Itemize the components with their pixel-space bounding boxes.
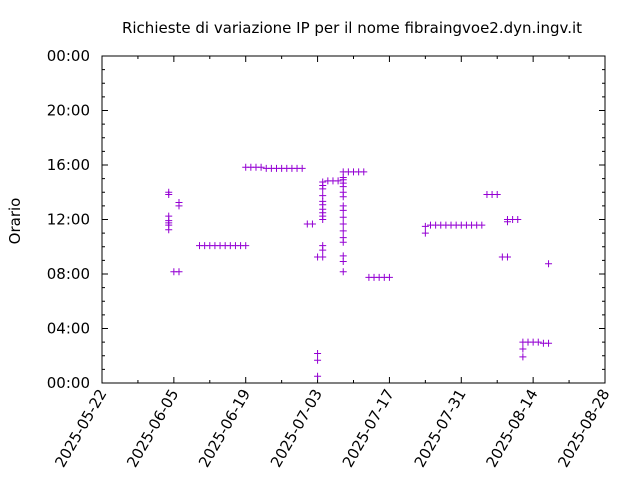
data-point (478, 221, 486, 229)
data-point (385, 273, 393, 281)
y-tick-label: 16:00 (47, 156, 90, 174)
data-point (519, 353, 527, 361)
data-point (175, 268, 183, 276)
data-point (421, 229, 429, 237)
data-point (314, 356, 322, 364)
data-point (503, 253, 511, 261)
data-point (242, 242, 250, 250)
data-point (298, 164, 306, 172)
data-point (534, 338, 542, 346)
data-point (339, 227, 347, 235)
y-axis: 00:00 04:00 08:00 12:00 16:00 20:00 00:00 (47, 47, 605, 392)
chart-title: Richieste di variazione IP per il nome f… (122, 19, 582, 37)
data-point (545, 339, 553, 347)
data-point (339, 268, 347, 276)
data-point (421, 222, 429, 230)
data-point (308, 220, 316, 228)
data-point (334, 177, 342, 185)
x-tick-label: 2025-05-22 (51, 386, 110, 471)
plot-frame (101, 55, 606, 384)
data-points (165, 163, 553, 380)
x-tick-label: 2025-07-03 (267, 386, 326, 471)
data-point (360, 168, 368, 176)
x-tick-label: 2025-08-14 (482, 386, 541, 471)
x-tick-label: 2025-07-17 (339, 386, 398, 471)
x-axis: 2025-05-22 2025-06-05 2025-06-19 2025-07-03… (51, 56, 613, 471)
y-tick-label: 20:00 (47, 102, 90, 120)
data-point (339, 220, 347, 228)
data-point (339, 258, 347, 266)
data-point (319, 185, 327, 193)
data-point (339, 238, 347, 246)
data-point (314, 349, 322, 357)
y-tick-label: 00:00 (47, 47, 90, 65)
y-axis-label: Orario (6, 198, 24, 245)
data-point (503, 218, 511, 226)
data-point (175, 202, 183, 210)
x-tick-label: 2025-06-05 (123, 386, 182, 471)
data-point (339, 213, 347, 221)
data-point (514, 216, 522, 223)
data-point (339, 206, 347, 214)
y-tick-label: 08:00 (47, 265, 90, 283)
data-point (545, 260, 553, 268)
y-tick-label: 04:00 (47, 320, 90, 338)
data-point (319, 253, 327, 261)
x-tick-label: 2025-08-28 (554, 386, 613, 471)
data-point (339, 193, 347, 201)
data-point (319, 246, 327, 254)
y-tick-label: 00:00 (47, 374, 90, 392)
y-tick-label: 12:00 (47, 211, 90, 229)
data-point (493, 191, 501, 199)
data-point (319, 216, 327, 223)
data-point (519, 345, 527, 353)
data-point (165, 191, 173, 199)
data-point (165, 226, 173, 234)
x-tick-label: 2025-06-19 (195, 386, 254, 471)
data-point (314, 372, 322, 380)
data-point (257, 163, 265, 171)
x-tick-label: 2025-07-31 (411, 386, 470, 471)
